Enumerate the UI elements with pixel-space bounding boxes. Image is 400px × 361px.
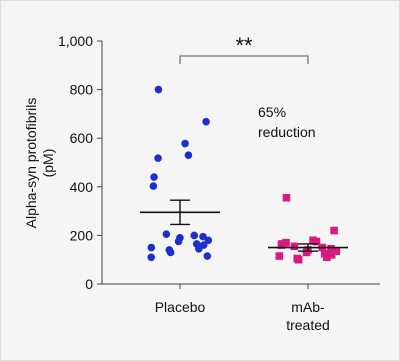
data-point — [283, 194, 291, 202]
axes-group: 0 200 400 600 800 1,000 Placebo mAb-treated Alph… — [23, 33, 380, 333]
data-point — [175, 238, 183, 246]
data-point — [148, 244, 156, 252]
marks-group — [140, 86, 348, 264]
data-point — [150, 182, 158, 190]
y-tick-label: 200 — [70, 227, 94, 243]
data-point — [323, 253, 331, 261]
data-point — [291, 243, 299, 251]
annotations-group: ** 65% reduction — [180, 33, 316, 140]
data-point — [167, 249, 175, 257]
data-point — [181, 140, 189, 148]
y-tick-label: 400 — [70, 179, 94, 195]
x-category-label: Placebo — [155, 299, 206, 315]
data-point — [295, 256, 303, 264]
reduction-annotation-line1: 65% — [258, 104, 286, 120]
data-point — [202, 118, 210, 126]
reduction-annotation-line2: reduction — [258, 124, 316, 140]
y-tick-label: 800 — [70, 82, 94, 98]
data-point — [163, 230, 171, 238]
y-tick-label: 0 — [85, 276, 93, 292]
y-tick-label: 1,000 — [58, 33, 93, 49]
data-point — [155, 86, 163, 94]
data-point — [185, 151, 193, 159]
data-point — [147, 253, 155, 261]
data-point — [204, 252, 212, 260]
data-point — [195, 245, 203, 253]
data-point — [303, 249, 311, 257]
data-point — [330, 227, 338, 235]
data-point — [276, 252, 284, 260]
y-tick-label: 600 — [70, 130, 94, 146]
data-point — [190, 232, 198, 240]
x-category-label: mAb-treated — [286, 299, 330, 333]
significance-label: ** — [235, 33, 253, 58]
y-axis-label: Alpha-syn protofibrils(pM) — [23, 98, 56, 229]
data-point — [154, 154, 162, 162]
data-point — [150, 173, 158, 181]
